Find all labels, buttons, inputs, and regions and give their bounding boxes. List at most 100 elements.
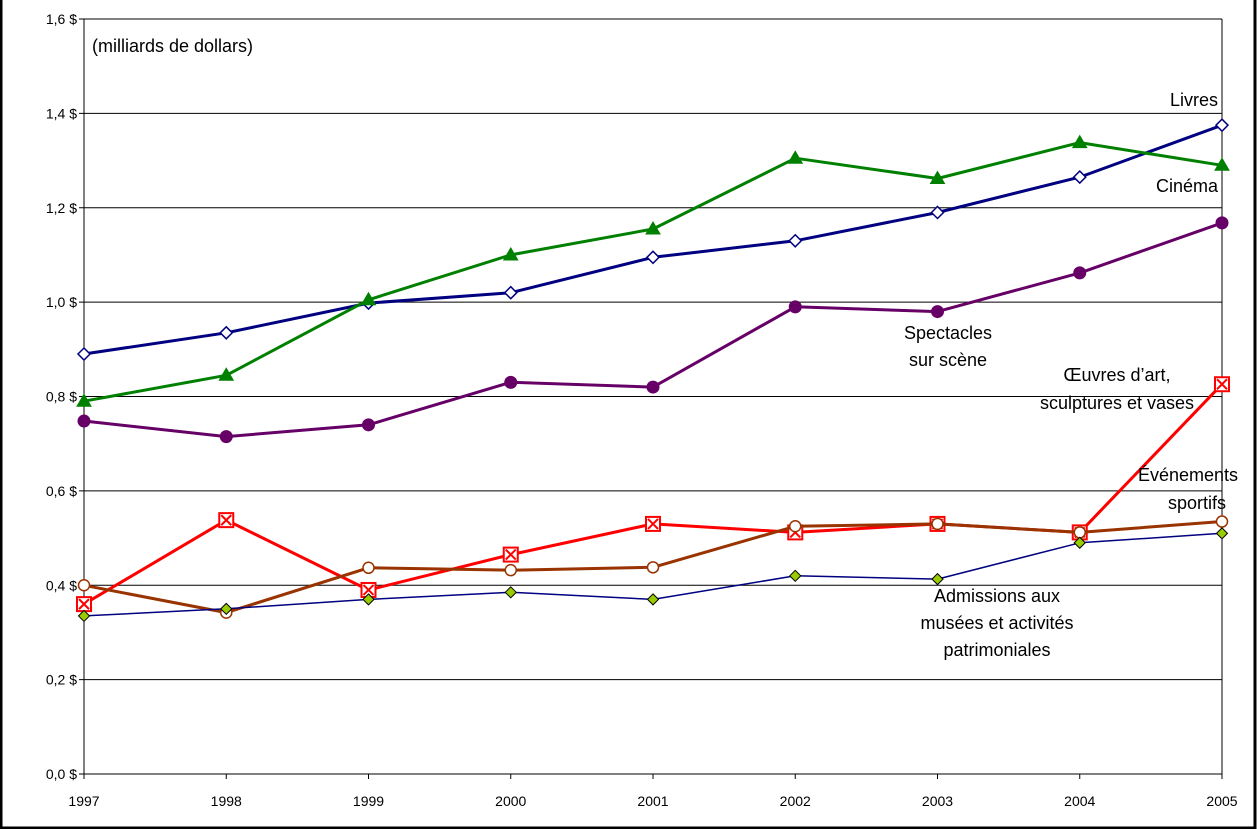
annotation-musees: Admissions aux musées et activités patri… — [920, 586, 1073, 660]
series-3-point-1998-x2 — [220, 514, 232, 526]
series-4-point-1997 — [77, 579, 91, 592]
series-0-point-2003 — [930, 205, 945, 220]
x-tick-label-1997: 1997 — [68, 793, 99, 809]
x-tick-label-1998: 1998 — [211, 793, 242, 809]
x-tick-label-2003: 2003 — [922, 793, 953, 809]
series-5-point-1998 — [220, 602, 233, 616]
series-2-point-2004 — [1073, 266, 1087, 280]
series-1-point-2003 — [929, 170, 946, 184]
series-2-point-1997 — [77, 414, 91, 428]
gridlines — [84, 18, 1222, 681]
series-3-point-1997-x2 — [78, 598, 90, 610]
series-1-point-1997 — [76, 393, 92, 407]
series-1-point-2001 — [645, 220, 661, 235]
series-3-point-1998 — [218, 512, 235, 529]
series-4-point-2003 — [931, 517, 944, 531]
series-3-point-2005 — [1214, 376, 1230, 393]
series-1-point-2004 — [1071, 134, 1088, 149]
series-0 — [76, 118, 1230, 362]
series-2-point-2001 — [646, 380, 660, 394]
series-4-point-2000 — [504, 563, 517, 577]
annotation-spectacles-line-1: Spectacles — [904, 323, 992, 343]
series-3-point-2001-x2 — [647, 518, 659, 530]
annotation-cinema: Cinéma — [1156, 176, 1219, 196]
annotation-livres-line-1: Livres — [1170, 90, 1218, 110]
annotation-cinema-line-1: Cinéma — [1156, 176, 1219, 196]
annotation-sport: Événements sportifs — [1138, 465, 1238, 513]
y-tick-label-8: 1,6 $ — [46, 11, 77, 27]
y-tick-label-0: 0,0 $ — [46, 766, 77, 782]
annotation-spectacles: Spectacles sur scène — [904, 323, 992, 370]
series-2-point-2003 — [931, 305, 944, 319]
annotation-musees-line-3: patrimoniales — [943, 640, 1050, 660]
series-2-point-2005 — [1215, 216, 1229, 230]
x-tick-label-2001: 2001 — [637, 793, 668, 809]
series-5-point-1997 — [77, 609, 91, 623]
annotation-oeuvres: Œuvres d’art, sculptures et vases — [1040, 365, 1194, 413]
x-tick-label-2005: 2005 — [1206, 793, 1237, 809]
series-1-point-1999 — [360, 291, 377, 306]
series-2-point-2002 — [788, 300, 802, 314]
series-0-point-2004 — [1072, 170, 1087, 185]
y-tick-label-4: 0,8 $ — [46, 389, 77, 405]
annotation-oeuvres-line-2: sculptures et vases — [1040, 393, 1194, 413]
series-0-point-1997 — [76, 346, 92, 362]
x-tick-label-2000: 2000 — [495, 793, 526, 809]
series-5 — [77, 527, 1229, 623]
series-layer — [76, 118, 1230, 623]
series-0-point-2005 — [1214, 118, 1230, 133]
series-2-point-1998 — [219, 430, 233, 444]
x-axis-ticks: 1997 1998 1999 2000 2001 2002 2003 2004 2005 — [68, 774, 1238, 809]
series-0-point-1998 — [219, 325, 234, 340]
series-3-point-2001 — [645, 515, 661, 532]
series-3-point-2005-x2 — [1216, 378, 1228, 390]
series-1 — [76, 134, 1230, 407]
series-2-point-2000 — [504, 375, 518, 389]
x-tick-label-2004: 2004 — [1064, 793, 1095, 809]
y-tick-label-7: 1,4 $ — [46, 105, 77, 121]
series-3-point-2000-x2 — [505, 548, 517, 561]
series-4-point-1999 — [362, 561, 375, 575]
y-tick-label-3: 0,6 $ — [46, 483, 77, 499]
series-4-point-2005 — [1215, 515, 1229, 528]
annotation-spectacles-line-2: sur scène — [909, 350, 987, 370]
y-tick-label-6: 1,2 $ — [46, 200, 77, 216]
y-tick-label-2: 0,4 $ — [46, 577, 77, 593]
series-3-point-1999-x2 — [362, 584, 375, 596]
series-1-point-2005 — [1214, 157, 1230, 171]
x-tick-label-2002: 2002 — [780, 793, 811, 809]
annotation-sport-line-1: Événements — [1138, 465, 1238, 485]
series-0-point-2000 — [503, 285, 518, 300]
unit-label: (milliards de dollars) — [92, 36, 253, 56]
y-tick-label-5: 1,0 $ — [46, 294, 77, 310]
series-5-point-2003 — [931, 572, 944, 586]
y-axis-ticks: 0,0 $ 0,2 $ 0,4 $ 0,6 $ 0,8 $ 1,0 $ 1,2 $ 1,4 $… — [46, 11, 84, 782]
series-1-point-1998 — [218, 367, 235, 381]
series-4 — [77, 515, 1229, 619]
series-4-point-2001 — [646, 561, 660, 574]
series-5-point-1999 — [362, 593, 375, 606]
series-5-point-2001 — [646, 593, 660, 606]
series-4-point-2004 — [1073, 526, 1086, 539]
series-5-point-2000 — [504, 586, 517, 599]
series-5-point-2004 — [1073, 536, 1086, 549]
series-0-point-2001 — [645, 250, 661, 265]
annotation-oeuvres-line-1: Œuvres d’art, — [1063, 365, 1170, 385]
series-5-point-2005 — [1215, 527, 1229, 540]
series-4-point-2002 — [789, 520, 802, 533]
series-2-point-1999 — [362, 418, 375, 432]
y-tick-label-1: 0,2 $ — [46, 672, 77, 688]
annotation-livres: Livres — [1170, 90, 1218, 110]
series-5-point-2002 — [789, 569, 802, 583]
series-0-point-2002 — [788, 233, 803, 248]
series-3-point-2000 — [502, 546, 519, 563]
series-1-point-2002 — [787, 150, 804, 164]
annotation-musees-line-2: musées et activités — [920, 613, 1073, 633]
annotation-sport-line-2: sportifs — [1168, 493, 1226, 513]
annotation-musees-line-1: Admissions aux — [934, 586, 1060, 606]
series-2 — [77, 216, 1229, 444]
x-tick-label-1999: 1999 — [353, 793, 384, 809]
